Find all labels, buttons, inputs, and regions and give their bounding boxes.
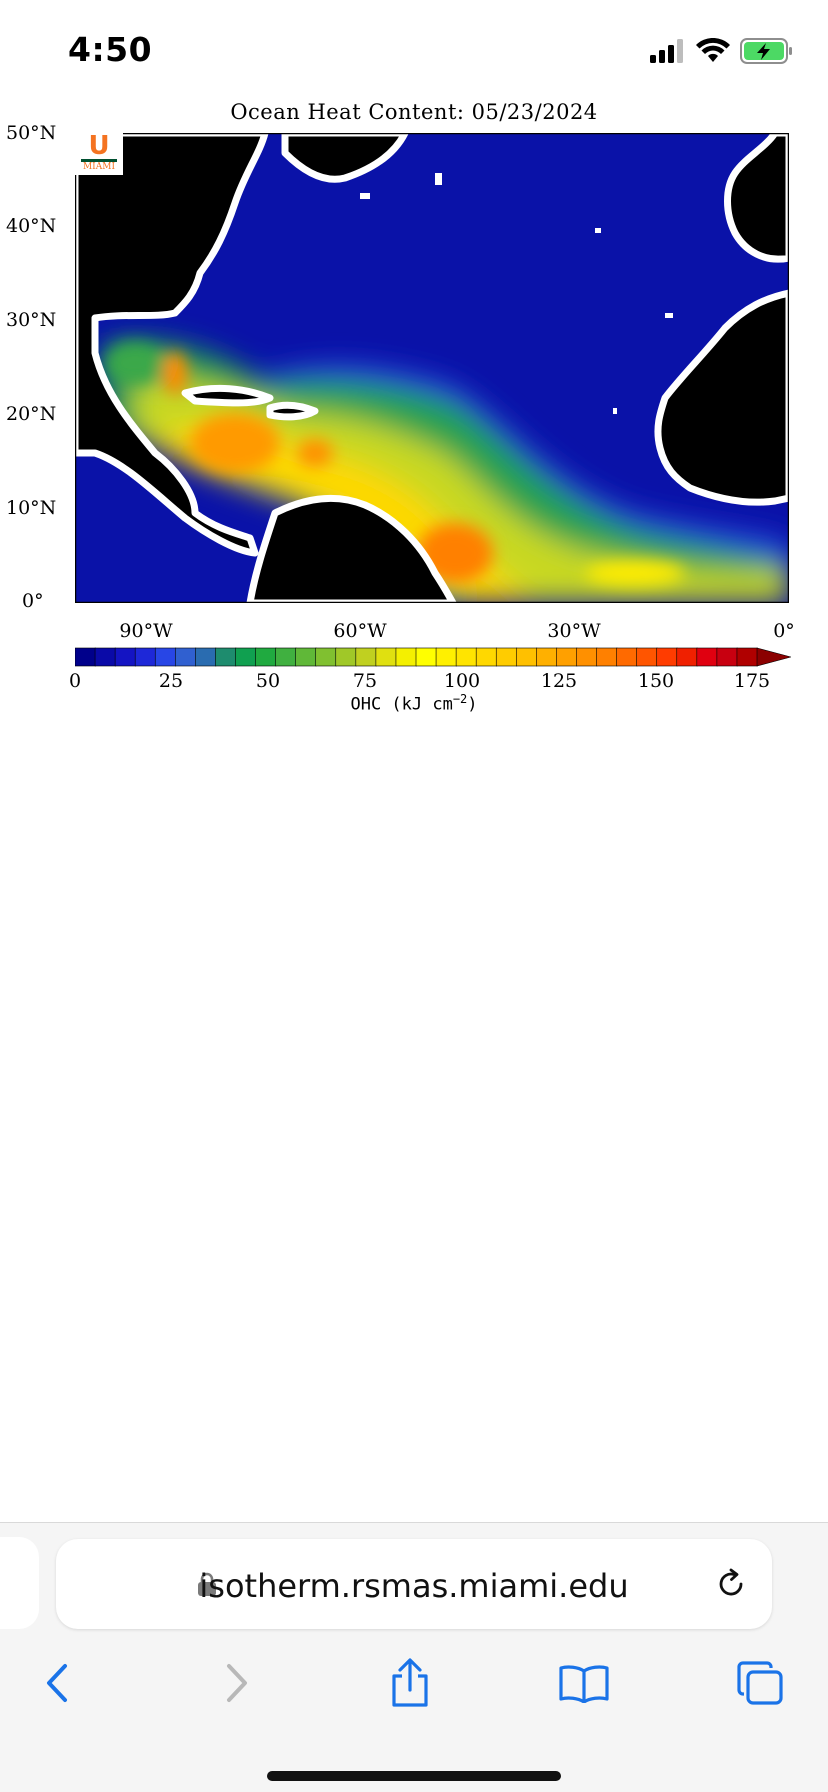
bookmarks-button[interactable] [554,1653,614,1713]
url-text: isotherm.rsmas.miami.edu [199,1567,629,1605]
map-title: Ocean Heat Content: 05/23/2024 [230,100,598,124]
colorbar-swatch [174,647,197,667]
colorbar-swatch [455,647,477,667]
colorbar-tick: 50 [255,670,281,692]
colorbar-tick: 25 [158,670,184,692]
colorbar-swatch [736,647,758,667]
address-bar[interactable]: isotherm.rsmas.miami.edu [56,1539,772,1629]
browser-nav-row [0,1653,828,1723]
colorbar-tick: 75 [352,670,378,692]
colorbar-label: OHC (kJ cm−2) [0,692,828,715]
colorbar-swatch [154,647,177,667]
colorbar-swatch [395,647,417,667]
previous-tab-peek[interactable] [0,1537,39,1629]
colorbar-swatch [335,647,357,667]
colorbar-swatch [375,647,397,667]
colorbar-tick: 175 [733,670,771,692]
colorbar-swatch [676,647,698,667]
tabs-button[interactable] [730,1653,790,1713]
colorbar-swatch [696,647,718,667]
colorbar-tick: 0 [68,670,82,692]
lat-label: 40°N [6,215,57,237]
colorbar-swatch [415,647,437,667]
colorbar-tick: 125 [540,670,578,692]
lon-label: 30°W [547,620,601,642]
colorbar-label-text: OHC (kJ cm [350,694,453,715]
bookmarks-icon [559,1665,609,1703]
colorbar-swatch [616,647,638,667]
colorbar-tick: 150 [637,670,675,692]
colorbar-swatch [556,647,578,667]
lat-label: 0° [22,590,44,612]
miami-logo: U MIAMI [75,133,123,175]
status-icons [650,36,794,66]
status-bar: 4:50 [0,0,828,100]
colorbar-tick: 100 [443,670,481,692]
colorbar-swatch [576,647,598,667]
reload-icon[interactable] [714,1567,748,1601]
logo-text: MIAMI [82,162,116,172]
lat-label: 10°N [6,497,57,519]
colorbar-label-close: ) [467,694,478,715]
forward-icon [227,1664,247,1702]
colorbar-swatch [215,647,237,667]
colorbar-swatch [536,647,558,667]
colorbar-swatch [134,647,157,667]
colorbar-swatch [596,647,618,667]
wifi-icon [696,38,730,62]
colorbar-swatch [636,647,658,667]
lat-label: 20°N [6,403,57,425]
colorbar-swatch [495,647,518,667]
back-icon [47,1664,67,1702]
forward-button[interactable] [206,1653,266,1713]
colorbar-swatch [255,647,277,667]
logo-letter: U [88,131,110,161]
logo-bar [81,159,117,162]
lon-label: 60°W [333,620,387,642]
lat-label: 50°N [6,122,57,144]
colorbar-swatch [295,647,317,667]
battery-charging-icon [740,38,792,64]
colorbar-swatch [275,647,297,667]
colorbar-swatch [94,647,116,667]
browser-toolbar: isotherm.rsmas.miami.edu [0,1522,828,1792]
colorbar-extend-arrow [756,647,791,667]
lock-icon [198,1572,216,1596]
share-button[interactable] [380,1653,440,1713]
home-indicator[interactable] [267,1771,561,1781]
ohc-figure: Ocean Heat Content: 05/23/2024 [0,96,828,716]
signal-icon [650,39,683,63]
ocean-heat-map [75,133,789,603]
colorbar-swatch [656,647,678,667]
colorbar-swatch [716,647,738,667]
colorbar [75,647,791,667]
lon-label: 90°W [119,620,173,642]
colorbar-swatch [355,647,377,667]
colorbar-swatch [195,647,217,667]
lat-label: 30°N [6,309,57,331]
colorbar-swatch [235,647,257,667]
tabs-icon [737,1661,783,1705]
colorbar-swatch [114,647,136,667]
status-time: 4:50 [68,30,153,69]
colorbar-swatch [75,647,96,667]
colorbar-swatch [315,647,337,667]
colorbar-swatch [435,647,457,667]
colorbar-label-exponent: −2 [452,692,468,706]
back-button[interactable] [28,1653,88,1713]
share-icon [392,1658,428,1707]
colorbar-swatch [515,647,538,667]
lon-label: 0° [773,620,795,642]
colorbar-swatch [475,647,498,667]
